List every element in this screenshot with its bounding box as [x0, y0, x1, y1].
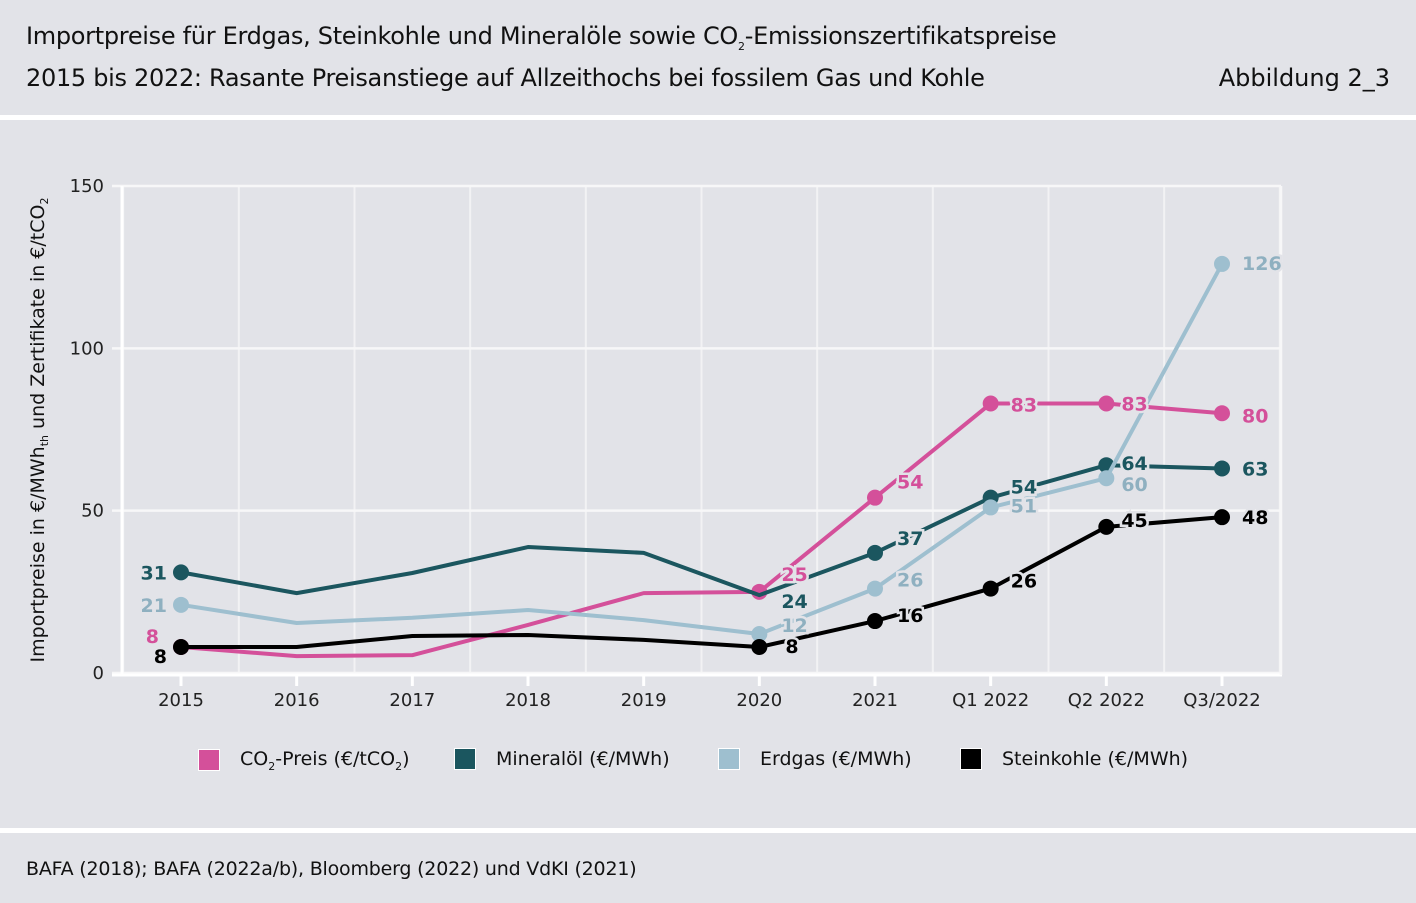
data-label-oil: 54 — [1011, 477, 1037, 499]
data-label-co2: 25 — [781, 564, 807, 586]
series-line-coal — [181, 515, 1223, 650]
data-point-coal — [751, 639, 768, 656]
header-divider — [0, 115, 1416, 120]
legend-item-gas: Erdgas (€/MWh) — [718, 748, 912, 770]
data-label-co2: 83 — [1011, 395, 1037, 417]
data-label-co2: 54 — [897, 472, 923, 494]
data-label-co2: 83 — [1121, 394, 1147, 416]
data-point-oil — [867, 544, 883, 561]
legend-swatch — [198, 749, 220, 772]
legend-item-co2: CO2-Preis (€/tCO2) — [198, 748, 410, 773]
legend-label: Steinkohle (€/MWh) — [1002, 748, 1189, 770]
data-point-coal — [867, 613, 883, 630]
source-note: BAFA (2018); BAFA (2022a/b), Bloomberg (… — [26, 858, 637, 880]
y-title-text: und Zertifikate in €/tCO — [27, 205, 49, 435]
data-label-coal: 48 — [1242, 507, 1268, 529]
title-line-1: Importpreise für Erdgas, Steinkohle und … — [26, 22, 1057, 53]
data-point-oil — [173, 564, 189, 581]
grid — [112, 184, 1281, 675]
data-label-coal: 16 — [897, 605, 923, 627]
y-title-subscript: 2 — [38, 198, 51, 205]
data-point-coal — [982, 580, 999, 597]
data-label-oil: 63 — [1242, 458, 1268, 480]
data-label-gas: 51 — [1011, 495, 1037, 517]
line-chart: 0 50 100 150 2015 2016 2017 2018 2019 2020 2021 Q1 … — [27, 176, 1284, 711]
title-line-2: 2015 bis 2022: Rasante Preisanstiege auf… — [26, 64, 985, 92]
data-label-coal: 45 — [1121, 510, 1147, 532]
data-label-coal: 8 — [785, 636, 798, 658]
data-label-oil: 64 — [1121, 453, 1147, 475]
x-tick-label: 2017 — [389, 690, 435, 711]
data-label-oil: 37 — [897, 528, 923, 550]
data-point-co2 — [1098, 395, 1115, 412]
data-point-coal — [173, 639, 189, 656]
data-label-gas: 126 — [1242, 253, 1282, 275]
x-tick-label: Q1 2022 — [952, 690, 1029, 711]
x-tick-label: 2019 — [621, 690, 667, 711]
x-tick-label: Q3/2022 — [1183, 690, 1261, 711]
data-point-coal — [1214, 509, 1230, 526]
x-tick-label: 2020 — [736, 690, 782, 711]
data-point-gas — [982, 499, 999, 516]
series-line-oil — [180, 463, 1223, 598]
y-title-text: Importpreise in €/MWh — [27, 446, 49, 662]
axes: 0 50 100 150 2015 2016 2017 2018 2019 2020 2021 Q1 … — [70, 176, 1283, 711]
data-point-gas — [867, 580, 883, 597]
data-label-gas: 26 — [897, 570, 923, 592]
figure-header: Importpreise für Erdgas, Steinkohle und … — [0, 0, 1416, 116]
data-label-co2: 8 — [146, 626, 159, 648]
data-label-co2: 80 — [1242, 405, 1268, 427]
title-subscript: 2 — [738, 39, 745, 53]
title-text: Importpreise für Erdgas, Steinkohle und … — [26, 22, 739, 50]
data-label-oil: 31 — [141, 562, 167, 584]
legend-item-coal: Steinkohle (€/MWh) — [960, 748, 1188, 770]
data-point-gas — [173, 596, 189, 613]
y-tick-label: 50 — [81, 501, 104, 522]
data-point-gas — [1214, 255, 1230, 272]
data-point-co2 — [1214, 405, 1230, 422]
y-axis-title: Importpreise in €/MWhth und Zertifikate … — [27, 198, 51, 663]
data-point-gas — [1098, 470, 1115, 487]
data-label-coal: 8 — [154, 646, 167, 668]
x-tick-label: 2021 — [852, 690, 898, 711]
x-tick-label: 2018 — [505, 690, 551, 711]
legend: CO2-Preis (€/tCO2) Mineralöl (€/MWh) Erdga… — [0, 748, 1416, 776]
series-lines — [173, 255, 1230, 659]
data-point-co2 — [867, 489, 883, 506]
legend-item-oil: Mineralöl (€/MWh) — [454, 748, 670, 770]
y-tick-label: 150 — [70, 176, 104, 197]
legend-label: Mineralöl (€/MWh) — [496, 748, 670, 770]
data-point-oil — [1214, 460, 1230, 477]
data-label-gas: 60 — [1121, 474, 1147, 496]
x-tick-label: Q2 2022 — [1068, 690, 1145, 711]
series-line-co2 — [180, 401, 1223, 659]
data-point-co2 — [982, 395, 999, 412]
legend-label: CO2-Preis (€/tCO2) — [240, 748, 410, 773]
x-tick-label: 2015 — [158, 690, 204, 711]
data-label-gas: 21 — [141, 595, 167, 617]
legend-label: Erdgas (€/MWh) — [760, 748, 912, 770]
y-tick-label: 0 — [93, 663, 104, 684]
data-point-co2 — [751, 583, 768, 600]
data-point-gas — [751, 626, 768, 643]
y-title-subscript: th — [38, 435, 51, 446]
legend-swatch — [454, 748, 476, 770]
series-line-gas — [180, 262, 1224, 637]
title-text-end: -Emissionszertifikatspreise — [744, 22, 1057, 50]
data-label-gas: 12 — [781, 615, 807, 637]
data-label-oil: 24 — [781, 591, 807, 613]
data-label-coal: 26 — [1011, 571, 1037, 593]
footer-divider — [0, 828, 1416, 833]
legend-swatch — [718, 748, 740, 770]
figure-number: Abbildung 2_3 — [1218, 64, 1390, 92]
data-point-coal — [1098, 518, 1115, 535]
legend-swatch — [960, 748, 982, 770]
x-tick-label: 2016 — [274, 690, 320, 711]
y-tick-label: 100 — [70, 338, 104, 359]
